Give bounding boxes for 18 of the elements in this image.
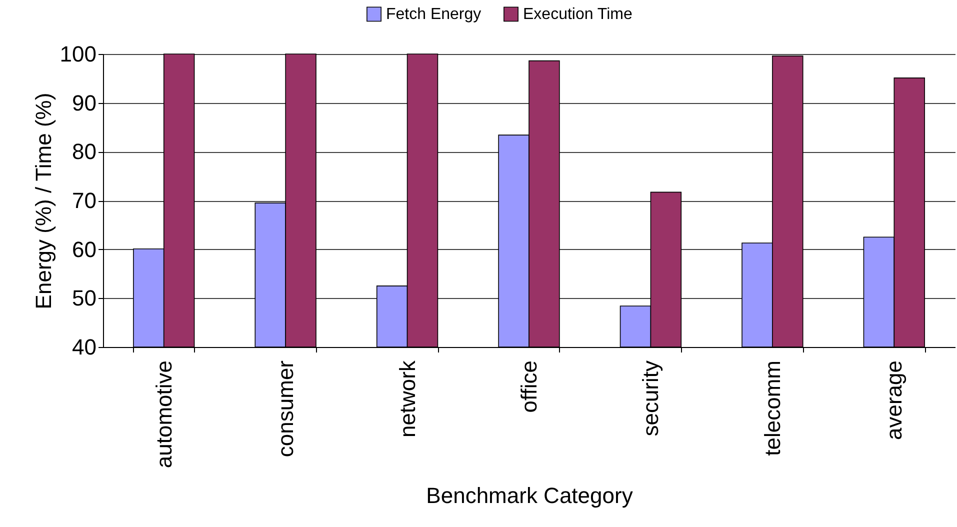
x-tick-label: telecomm [760, 360, 785, 456]
y-tick-label: 50 [72, 286, 96, 311]
y-tick-label: 100 [60, 42, 96, 66]
y-tick-label: 40 [72, 334, 96, 360]
x-tick-label: office [516, 360, 542, 413]
x-tick-label: security [638, 360, 664, 436]
legend-label: Fetch Energy [386, 6, 482, 24]
x-tick-label: consumer [273, 360, 298, 458]
y-axis-title: Energy (%) / Time (%) [30, 92, 56, 310]
x-tick-label: network [394, 360, 420, 438]
x-tick-label: average [882, 360, 907, 440]
y-tick-label: 80 [72, 139, 96, 164]
y-tick-label: 90 [72, 90, 96, 116]
x-axis-title: Benchmark Category [426, 483, 633, 508]
legend-label: Execution Time [523, 6, 632, 24]
y-tick-label: 60 [72, 236, 96, 262]
x-tick-label: automotive [151, 360, 176, 468]
y-tick-label: 70 [72, 188, 96, 213]
